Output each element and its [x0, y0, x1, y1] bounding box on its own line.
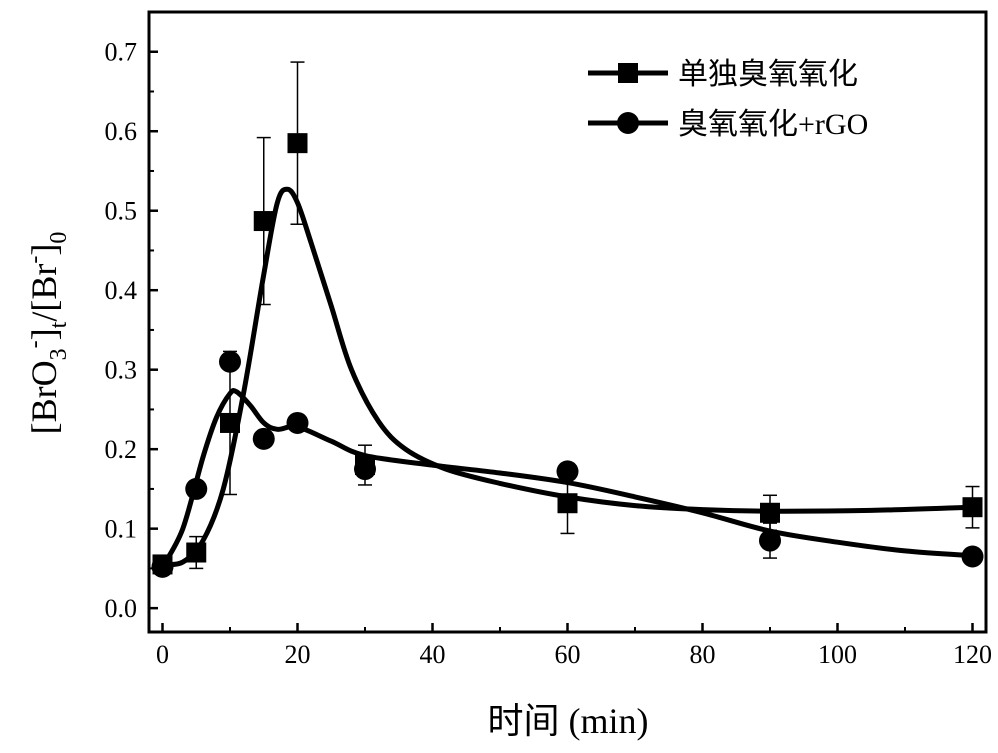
- data-point: [287, 133, 308, 154]
- x-tick-label: 100: [818, 640, 857, 669]
- data-point: [354, 458, 376, 481]
- data-point: [186, 542, 207, 563]
- data-point: [556, 460, 579, 483]
- y-title-part: 3: [46, 348, 72, 360]
- data-point: [219, 350, 241, 373]
- y-title-part: ]: [24, 328, 64, 340]
- data-point: [252, 427, 275, 450]
- y-axis-title: [BrO3-]t/[Br-]0: [22, 232, 72, 435]
- data-point: [220, 412, 240, 433]
- x-tick-label: 60: [555, 640, 581, 669]
- y-title-part: t: [46, 321, 72, 328]
- legend-label: 臭氧氧化+rGO: [678, 108, 868, 141]
- legend-item: 臭氧氧化+rGO: [588, 108, 868, 141]
- y-tick-label: 0.4: [105, 276, 138, 305]
- x-axis-title: 时间 (min): [488, 701, 649, 741]
- legend-label: 单独臭氧氧化: [678, 58, 858, 91]
- data-point: [286, 411, 309, 434]
- legend-item: 单独臭氧氧化: [588, 58, 858, 91]
- data-point: [962, 497, 983, 518]
- data-point: [760, 502, 780, 523]
- y-tick-label: 0.7: [105, 38, 138, 67]
- series-fit-line: [160, 387, 975, 570]
- plot-frame: [147, 10, 988, 634]
- y-title-part: -: [22, 256, 48, 264]
- x-tick-label: 120: [953, 640, 992, 669]
- y-title-part: /[Br: [24, 264, 64, 322]
- y-title-part: [BrO: [24, 360, 64, 434]
- y-title-part: 0: [46, 232, 72, 244]
- y-tick-label: 0.6: [105, 117, 138, 146]
- x-tick-label: 20: [285, 640, 311, 669]
- legend-marker: [618, 63, 638, 83]
- data-point: [759, 529, 781, 552]
- y-title-part: ]: [24, 244, 64, 256]
- data-point: [253, 211, 274, 232]
- y-tick-label: 0.3: [105, 356, 138, 385]
- y-tick-label: 0.2: [105, 435, 138, 464]
- data-point: [557, 493, 578, 514]
- data-point: [185, 477, 208, 500]
- x-axis: 0 20 40 60 80 100 120: [156, 623, 992, 669]
- series-ozone-rgo: [151, 350, 984, 578]
- data-point: [151, 555, 174, 578]
- y-tick-label: 0.5: [105, 197, 138, 226]
- y-axis: 0.0 0.1 0.2 0.3 0.4 0.5 0.6 0.7: [105, 38, 158, 623]
- y-title-part: -: [22, 340, 48, 348]
- x-tick-label: 40: [420, 640, 446, 669]
- legend-marker: [617, 112, 639, 134]
- x-tick-label: 0: [156, 640, 169, 669]
- series-layer: [151, 61, 984, 578]
- x-tick-label: 80: [690, 640, 716, 669]
- data-point: [961, 545, 984, 568]
- plot-area: [147, 10, 988, 634]
- y-tick-label: 0.0: [105, 594, 138, 623]
- y-tick-label: 0.1: [105, 515, 138, 544]
